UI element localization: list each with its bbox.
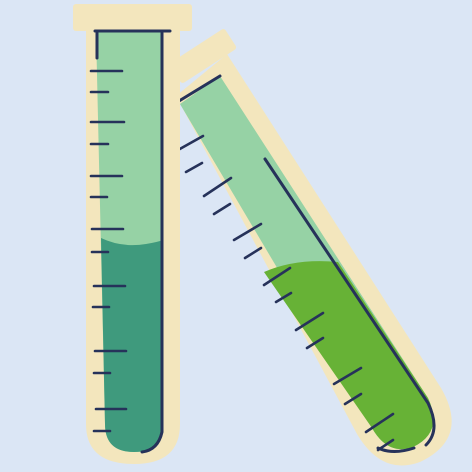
upright-tube-outline-right	[140, 31, 164, 454]
tilted-tube-outline-top	[177, 74, 222, 103]
tilted-tube-cap	[169, 29, 237, 83]
tilted-test-tube	[169, 29, 452, 466]
upright-tube-cap	[73, 4, 192, 31]
tilted-tube-ticks	[176, 134, 395, 452]
upright-tube-liquid-teal	[101, 238, 163, 452]
tilted-tube-liquid-lime	[264, 261, 434, 450]
tilted-tube-outline-right	[263, 157, 436, 447]
upright-test-tube	[73, 4, 192, 464]
upright-tube-ticks	[89, 69, 128, 433]
